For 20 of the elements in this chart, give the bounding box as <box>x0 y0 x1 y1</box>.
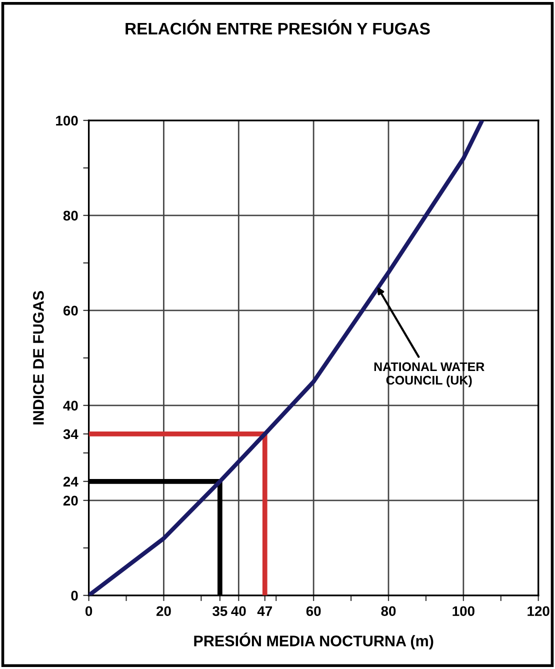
y-tick-label: 80 <box>63 210 78 221</box>
y-tick-label: 24 <box>63 476 78 486</box>
y-tick-label: 100 <box>56 116 78 126</box>
x-tick-label: 80 <box>381 606 396 616</box>
x-tick-label: 60 <box>306 606 321 616</box>
y-tick-label: 60 <box>63 306 78 316</box>
x-tick-label: 40 <box>231 606 246 616</box>
chart-title: RELACIÓN ENTRE PRESIÓN Y FUGAS <box>126 20 430 35</box>
y-tick-label: 20 <box>63 496 78 506</box>
y-axis-title: INDICE DE FUGAS <box>33 291 44 424</box>
x-tick-label: 35 <box>212 606 228 616</box>
y-tick-label: 40 <box>63 400 78 411</box>
x-tick-label: 47 <box>257 606 272 616</box>
x-axis-title: PRESIÓN MEDIA NOCTURNA (m) <box>194 632 434 650</box>
x-tick-label: 120 <box>528 606 550 616</box>
x-tick-label: 0 <box>85 606 92 616</box>
y-tick-label: 0 <box>71 590 78 601</box>
x-tick-label: 100 <box>452 606 474 616</box>
x-tick-label: 20 <box>156 606 171 616</box>
y-tick-label: 34 <box>63 429 78 440</box>
